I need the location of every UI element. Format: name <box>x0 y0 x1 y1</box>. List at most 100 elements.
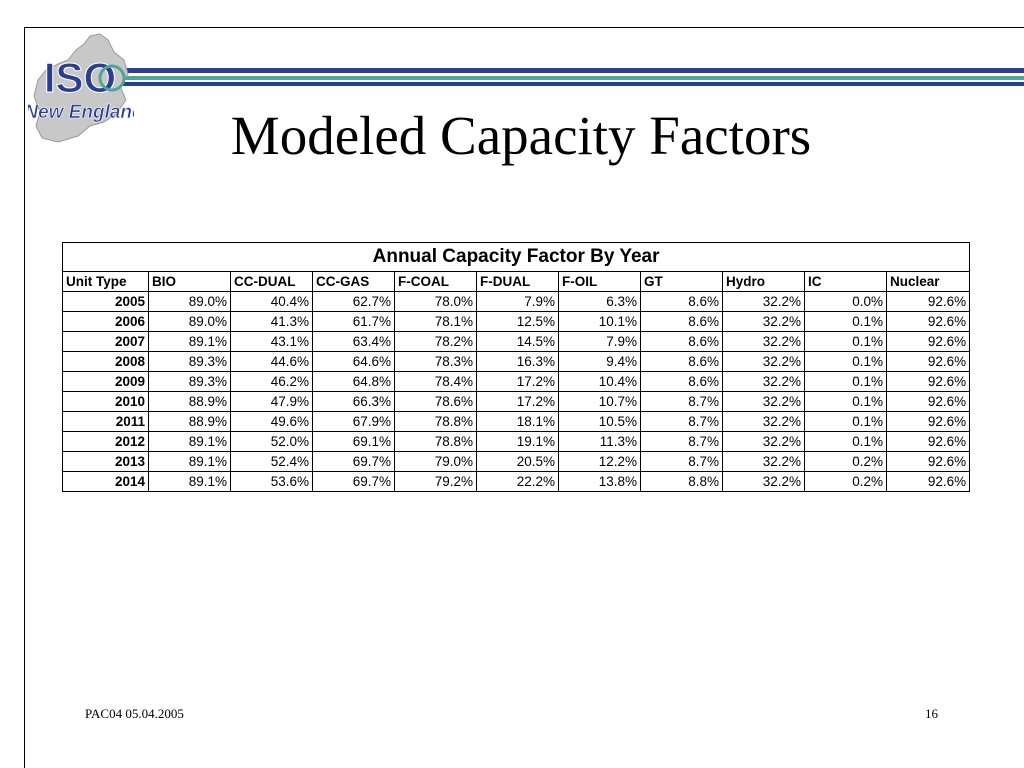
capacity-factor-cell: 12.2% <box>558 451 641 472</box>
capacity-factor-cell: 0.1% <box>804 391 887 412</box>
capacity-factor-cell: 8.6% <box>640 371 723 392</box>
capacity-factor-cell: 32.2% <box>722 351 805 372</box>
capacity-factor-cell: 32.2% <box>722 391 805 412</box>
capacity-factor-cell: 47.9% <box>230 391 313 412</box>
table-row: 2009 89.3% 46.2% 64.8% 78.4% 17.2% 10.4% 8.6% 32… <box>62 371 971 392</box>
capacity-factor-cell: 40.4% <box>230 291 313 312</box>
capacity-factor-cell: 9.4% <box>558 351 641 372</box>
table-row: 2014 89.1% 53.6% 69.7% 79.2% 22.2% 13.8% 8.8% 32… <box>62 471 971 492</box>
capacity-factor-cell: 32.2% <box>722 451 805 472</box>
capacity-factor-cell: 92.6% <box>885 311 971 332</box>
capacity-factor-cell: 92.6% <box>885 431 971 452</box>
table-row: 2010 88.9% 47.9% 66.3% 78.6% 17.2% 10.7% 8.7% 32… <box>62 391 971 412</box>
capacity-factor-cell: 32.2% <box>722 471 805 492</box>
capacity-factor-cell: 92.6% <box>885 351 971 372</box>
capacity-factor-cell: 0.1% <box>804 331 887 352</box>
table-row: 2006 89.0% 41.3% 61.7% 78.1% 12.5% 10.1% 8.6% 32… <box>62 311 971 332</box>
capacity-factor-cell: 8.6% <box>640 291 723 312</box>
capacity-factor-cell: 32.2% <box>722 311 805 332</box>
capacity-factor-cell: 78.1% <box>394 311 477 332</box>
capacity-factor-cell: 92.6% <box>885 291 971 312</box>
capacity-factor-cell: 8.7% <box>640 451 723 472</box>
capacity-factor-cell: 79.2% <box>394 471 477 492</box>
slide-title: Modeled Capacity Factors <box>230 105 812 166</box>
row-year-cell: 2011 <box>62 411 149 432</box>
capacity-factor-cell: 14.5% <box>476 331 559 352</box>
capacity-factor-cell: 10.7% <box>558 391 641 412</box>
column-header: Unit Type <box>62 271 149 292</box>
capacity-factor-cell: 64.8% <box>312 371 395 392</box>
capacity-factor-cell: 92.6% <box>885 451 971 472</box>
table-row: 2013 89.1% 52.4% 69.7% 79.0% 20.5% 12.2% 8.7% 32… <box>62 451 971 472</box>
header-stripe-blue <box>105 68 1024 73</box>
row-year-cell: 2008 <box>62 351 149 372</box>
capacity-factor-cell: 78.8% <box>394 431 477 452</box>
column-header: BIO <box>148 271 231 292</box>
column-header: CC-GAS <box>312 271 395 292</box>
capacity-factor-cell: 0.0% <box>804 291 887 312</box>
new-england-map-icon <box>33 33 129 143</box>
capacity-factor-cell: 89.0% <box>148 291 231 312</box>
capacity-factor-cell: 92.6% <box>885 331 971 352</box>
capacity-factor-cell: 8.8% <box>640 471 723 492</box>
row-year-cell: 2010 <box>62 391 149 412</box>
capacity-factor-cell: 32.2% <box>722 431 805 452</box>
header-stripe-teal <box>105 76 1024 80</box>
capacity-factor-cell: 17.2% <box>476 391 559 412</box>
table-row: 2011 88.9% 49.6% 67.9% 78.8% 18.1% 10.5% 8.7% 32… <box>62 411 971 432</box>
capacity-factor-cell: 89.1% <box>148 451 231 472</box>
capacity-factor-cell: 0.2% <box>804 471 887 492</box>
iso-new-england-logo: ISO New England <box>28 33 134 143</box>
column-header: F-DUAL <box>476 271 559 292</box>
row-year-cell: 2009 <box>62 371 149 392</box>
table-row: 2005 89.0% 40.4% 62.7% 78.0% 7.9% 6.3% 8.6% 32.2… <box>62 291 971 312</box>
column-header: F-COAL <box>394 271 477 292</box>
capacity-factor-cell: 0.1% <box>804 311 887 332</box>
row-year-cell: 2007 <box>62 331 149 352</box>
capacity-factor-table: Annual Capacity Factor By Year Unit Type… <box>61 242 971 492</box>
capacity-factor-cell: 8.6% <box>640 351 723 372</box>
column-header: Nuclear <box>885 271 971 292</box>
capacity-factor-cell: 78.6% <box>394 391 477 412</box>
capacity-factor-cell: 78.8% <box>394 411 477 432</box>
capacity-factor-cell: 12.5% <box>476 311 559 332</box>
slide-frame-top <box>24 27 1024 28</box>
capacity-factor-cell: 92.6% <box>885 371 971 392</box>
capacity-factor-cell: 89.1% <box>148 431 231 452</box>
capacity-factor-cell: 69.7% <box>312 471 395 492</box>
capacity-factor-cell: 46.2% <box>230 371 313 392</box>
table-caption: Annual Capacity Factor By Year <box>61 242 971 272</box>
capacity-factor-cell: 8.7% <box>640 391 723 412</box>
capacity-factor-cell: 61.7% <box>312 311 395 332</box>
capacity-factor-cell: 32.2% <box>722 371 805 392</box>
capacity-factor-cell: 32.2% <box>722 291 805 312</box>
page-number: 16 <box>925 706 938 721</box>
footer-date: PAC04 05.04.2005 <box>85 706 184 721</box>
capacity-factor-cell: 67.9% <box>312 411 395 432</box>
logo-new-england-text: New England <box>28 102 134 123</box>
capacity-factor-cell: 43.1% <box>230 331 313 352</box>
capacity-factor-cell: 89.0% <box>148 311 231 332</box>
column-header: F-OIL <box>558 271 641 292</box>
capacity-factor-cell: 89.1% <box>148 471 231 492</box>
capacity-factor-cell: 78.3% <box>394 351 477 372</box>
capacity-factor-cell: 78.4% <box>394 371 477 392</box>
capacity-factor-cell: 62.7% <box>312 291 395 312</box>
logo-iso-text: ISO <box>44 54 116 101</box>
slide-frame-left <box>24 27 25 768</box>
capacity-factor-cell: 92.6% <box>885 391 971 412</box>
row-year-cell: 2012 <box>62 431 149 452</box>
capacity-factor-cell: 10.5% <box>558 411 641 432</box>
capacity-factor-cell: 8.7% <box>640 411 723 432</box>
column-header: Hydro <box>722 271 805 292</box>
capacity-factor-cell: 7.9% <box>558 331 641 352</box>
capacity-factor-cell: 89.3% <box>148 371 231 392</box>
capacity-factor-cell: 13.8% <box>558 471 641 492</box>
capacity-factor-cell: 89.1% <box>148 331 231 352</box>
capacity-factor-cell: 63.4% <box>312 331 395 352</box>
capacity-factor-cell: 20.5% <box>476 451 559 472</box>
capacity-factor-cell: 16.3% <box>476 351 559 372</box>
capacity-factor-cell: 0.1% <box>804 411 887 432</box>
capacity-factor-cell: 19.1% <box>476 431 559 452</box>
table-row: 2008 89.3% 44.6% 64.6% 78.3% 16.3% 9.4% 8.6% 32.… <box>62 351 971 372</box>
